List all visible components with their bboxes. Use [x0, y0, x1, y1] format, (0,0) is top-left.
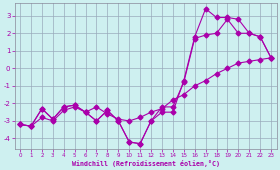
X-axis label: Windchill (Refroidissement éolien,°C): Windchill (Refroidissement éolien,°C): [72, 159, 220, 167]
